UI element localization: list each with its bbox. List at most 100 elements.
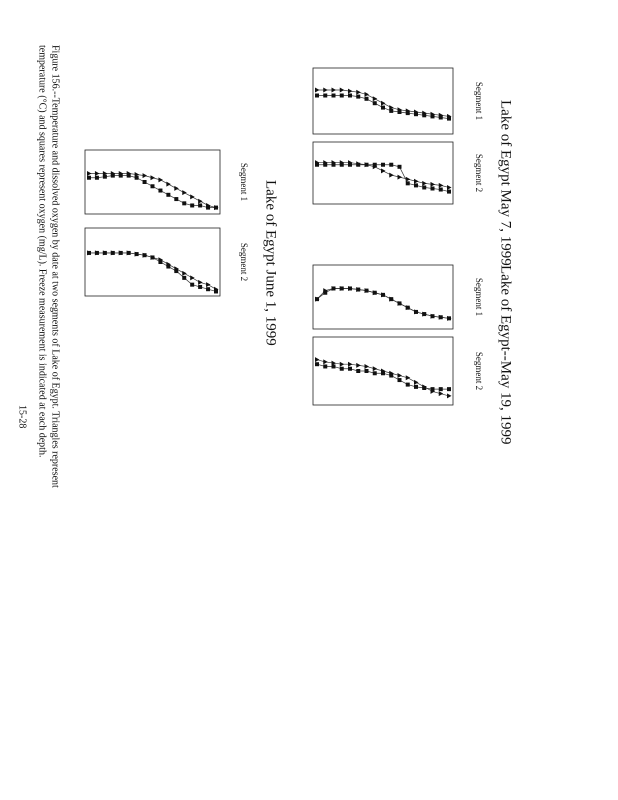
oxygen-point xyxy=(87,175,91,180)
oxygen-point xyxy=(174,197,179,202)
oxygen-point xyxy=(339,286,344,291)
temperature-point xyxy=(323,87,328,93)
oxygen-point xyxy=(190,282,195,287)
oxygen-point xyxy=(348,162,352,167)
oxygen-point xyxy=(206,205,211,210)
temperature-point xyxy=(405,176,411,182)
temperature-point xyxy=(190,194,195,200)
segment-label: Segment 1 xyxy=(474,82,484,120)
temperature-point xyxy=(339,87,345,93)
oxygen-point xyxy=(447,387,451,392)
oxygen-point xyxy=(430,114,435,119)
oxygen-point xyxy=(214,205,218,210)
temperature-point xyxy=(166,181,171,187)
panel-frame xyxy=(84,149,221,215)
oxygen-point xyxy=(381,105,385,110)
oxygen-point xyxy=(174,269,179,274)
oxygen-point xyxy=(381,162,385,167)
oxygen-point xyxy=(372,290,377,295)
oxygen-point xyxy=(126,173,131,178)
oxygen-point xyxy=(430,186,435,191)
temperature-point xyxy=(182,190,187,196)
temperature-point xyxy=(315,87,320,93)
oxygen-point xyxy=(364,369,369,373)
oxygen-point xyxy=(430,387,435,392)
oxygen-point xyxy=(166,264,171,269)
temperature-point xyxy=(174,185,179,191)
oxygen-point xyxy=(323,93,328,98)
panel-frame xyxy=(84,227,221,297)
oxygen-point xyxy=(405,111,410,116)
oxygen-point xyxy=(348,286,352,291)
oxygen-point xyxy=(438,315,443,320)
oxygen-point xyxy=(158,188,163,193)
oxygen-point xyxy=(142,180,147,184)
temperature-point xyxy=(397,174,402,180)
oxygen-point xyxy=(331,93,336,98)
temperature-point xyxy=(405,375,411,381)
oxygen-point xyxy=(182,275,187,280)
oxygen-point xyxy=(134,175,139,180)
temperature-point xyxy=(372,366,378,372)
oxygen-point xyxy=(323,364,328,369)
oxygen-point xyxy=(372,101,377,106)
oxygen-line xyxy=(89,175,216,208)
temperature-point xyxy=(356,362,361,368)
oxygen-point xyxy=(356,94,361,99)
oxygen-point xyxy=(182,201,187,206)
figure-title: Lake of Egypt--May 19, 1999 xyxy=(498,265,514,445)
oxygen-point xyxy=(339,93,344,98)
temperature-point xyxy=(315,357,320,363)
oxygen-point xyxy=(438,115,443,120)
temperature-point xyxy=(447,184,452,190)
oxygen-point xyxy=(142,253,147,258)
oxygen-point xyxy=(414,112,418,117)
temperature-point xyxy=(364,91,369,97)
oxygen-point xyxy=(158,260,163,264)
oxygen-point xyxy=(389,108,394,113)
oxygen-point xyxy=(447,189,451,194)
oxygen-point xyxy=(364,288,369,293)
oxygen-point xyxy=(331,364,336,369)
oxygen-point xyxy=(364,162,369,167)
temperature-point xyxy=(198,279,203,285)
oxygen-point xyxy=(438,187,443,192)
oxygen-point xyxy=(422,312,427,317)
oxygen-point xyxy=(397,164,402,169)
oxygen-point xyxy=(214,289,218,294)
temperature-point xyxy=(206,282,211,288)
temperature-point xyxy=(381,168,386,174)
oxygen-point xyxy=(126,250,131,255)
temperature-point xyxy=(389,172,394,178)
oxygen-point xyxy=(381,292,385,297)
temperature-point xyxy=(323,359,328,365)
oxygen-point xyxy=(381,371,385,376)
oxygen-line xyxy=(316,363,449,390)
temperature-point xyxy=(381,100,386,106)
temperature-point xyxy=(438,391,444,397)
oxygen-point xyxy=(430,314,435,319)
temperature-point xyxy=(438,182,444,188)
oxygen-point xyxy=(315,297,319,302)
temperature-point xyxy=(372,96,378,102)
oxygen-point xyxy=(198,284,203,289)
panel-frame xyxy=(312,141,454,205)
temperature-point xyxy=(414,178,419,184)
segment-label: Segment 1 xyxy=(474,278,484,316)
temperature-point xyxy=(190,275,195,281)
oxygen-point xyxy=(110,250,115,255)
oxygen-point xyxy=(422,386,427,390)
oxygen-point xyxy=(372,162,377,167)
temperature-point xyxy=(182,270,187,276)
oxygen-point xyxy=(364,96,369,101)
oxygen-point xyxy=(422,185,427,190)
oxygen-point xyxy=(315,362,319,367)
panel-frame xyxy=(312,336,454,406)
oxygen-point xyxy=(447,316,451,321)
panel-frame xyxy=(312,264,454,330)
oxygen-point xyxy=(134,252,139,257)
oxygen-point xyxy=(102,250,107,255)
temperature-point xyxy=(397,373,402,379)
oxygen-point xyxy=(372,371,377,376)
